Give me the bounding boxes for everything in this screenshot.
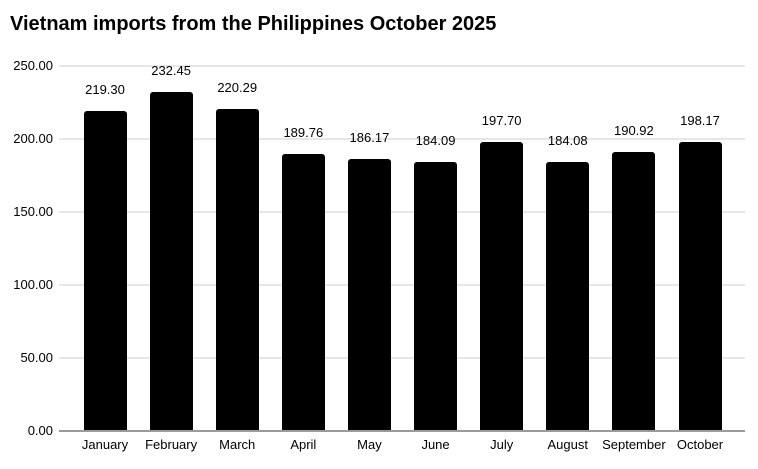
chart-title: Vietnam imports from the Philippines Oct…: [10, 13, 497, 35]
bar-august[interactable]: [546, 162, 590, 431]
gridline: [59, 65, 745, 67]
y-axis-tick-label: 200.00: [13, 131, 53, 146]
y-axis-tick-label: 100.00: [13, 277, 53, 292]
bar-april[interactable]: [281, 153, 325, 431]
bar-value-label: 186.17: [349, 130, 390, 146]
gridline: [59, 357, 745, 359]
gridline: [59, 211, 745, 213]
y-axis-tick-label: 150.00: [13, 204, 53, 219]
bar-february[interactable]: [149, 91, 193, 431]
x-axis-label: February: [145, 437, 198, 452]
y-axis-tick-label: 0.00: [27, 423, 53, 438]
bar-july[interactable]: [480, 142, 524, 431]
bar-may[interactable]: [347, 159, 391, 431]
x-axis-label: August: [547, 437, 588, 452]
x-axis-label: April: [290, 437, 317, 452]
bar-june[interactable]: [414, 162, 458, 431]
x-axis-label: September: [602, 437, 666, 452]
x-axis-line: [59, 430, 745, 432]
bar-september[interactable]: [612, 152, 656, 431]
bar-value-label: 232.45: [151, 62, 191, 78]
bar-value-label: 219.30: [85, 81, 125, 97]
gridline: [59, 138, 745, 140]
bar-value-label: 184.09: [415, 133, 456, 149]
x-axis-label: July: [490, 437, 514, 452]
x-axis-label: May: [357, 437, 382, 452]
x-axis-label: June: [421, 437, 450, 452]
gridline: [59, 284, 745, 286]
x-axis-label: October: [676, 437, 724, 452]
y-axis-tick-label: 250.00: [13, 58, 53, 73]
bar-value-label: 189.76: [283, 124, 324, 140]
bar-october[interactable]: [678, 141, 722, 431]
x-axis-label: January: [81, 437, 129, 452]
bar-value-label: 190.92: [613, 123, 654, 139]
bar-value-label: 184.08: [547, 133, 588, 149]
bar-value-label: 198.17: [680, 112, 720, 128]
bar-march[interactable]: [215, 109, 259, 431]
x-axis-label: March: [219, 437, 256, 452]
bar-value-label: 220.29: [217, 80, 258, 96]
bar-january[interactable]: [83, 110, 127, 431]
bar-value-label: 197.70: [481, 113, 522, 129]
y-axis-tick-label: 50.00: [20, 350, 53, 365]
